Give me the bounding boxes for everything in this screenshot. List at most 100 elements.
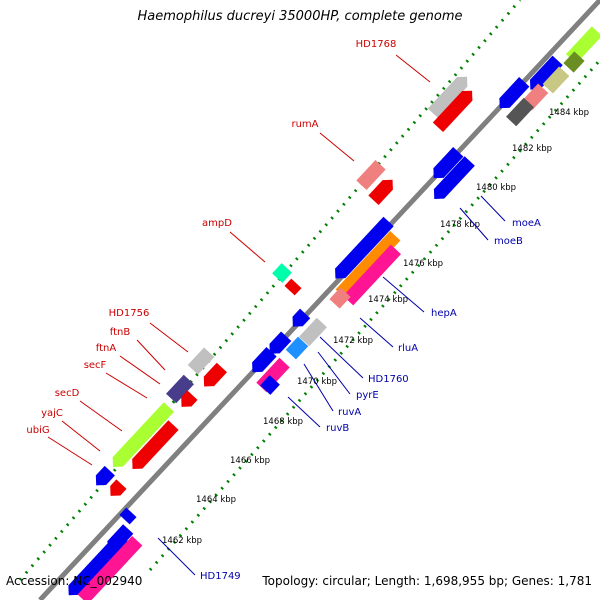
- gene-label-reverse: HD1760: [368, 374, 409, 385]
- tick-label: 1484 kbp: [549, 108, 589, 118]
- feature-hd1760-gray: [299, 317, 327, 347]
- gene-feature-shape: [335, 216, 394, 279]
- feature-hd1749-blue-2: [68, 531, 129, 596]
- feature-moea-blue-1: [499, 77, 530, 109]
- feature-ftna: [181, 390, 198, 407]
- gene-feature-shape: [433, 156, 475, 200]
- feature-hepa-pink: [343, 244, 401, 306]
- gene-feature-shape: [432, 90, 473, 133]
- feature-hd1749-pink: [77, 535, 143, 600]
- feature-moeb-blue-1: [433, 147, 464, 179]
- leader-line-reverse: [287, 396, 321, 428]
- gene-feature-shape: [285, 336, 309, 360]
- gene-label-reverse: ruvB: [326, 423, 349, 434]
- feature-far-blue-1: [530, 55, 563, 90]
- tick-label: 1468 kbp: [263, 417, 303, 427]
- gene-feature-shape: [499, 77, 530, 109]
- leader-line-reverse: [157, 537, 196, 576]
- leader-line-forward: [319, 132, 355, 162]
- gene-label-reverse: rluA: [398, 343, 418, 354]
- gene-feature-shape: [112, 402, 175, 467]
- tick-label: 1470 kbp: [297, 377, 337, 387]
- gene-label-forward: HD1756: [109, 308, 150, 319]
- feature-far-olive-2: [563, 51, 585, 73]
- feature-hepa-blue: [335, 216, 394, 279]
- feature-hd1768-red: [432, 90, 473, 133]
- feature-moea-gray: [506, 97, 534, 127]
- leader-line-forward: [229, 231, 266, 263]
- leader-line-forward: [47, 436, 93, 466]
- gene-label-forward: ftnA: [96, 343, 117, 354]
- gene-labels: HD1768 rumA ampD HD1756 ftnB ftnA secF secD yajC…: [26, 39, 541, 582]
- feature-ruvb-blue-2: [260, 375, 280, 395]
- feature-yajc: [110, 479, 127, 496]
- gene-feature-shape: [335, 230, 401, 300]
- gene-label-reverse: pyrE: [356, 390, 379, 401]
- tick-label: 1476 kbp: [403, 259, 443, 269]
- gene-feature-shape: [110, 479, 127, 496]
- feature-ruva-blue: [269, 331, 292, 354]
- gene-feature-shape: [166, 374, 194, 404]
- gene-feature-shape: [269, 331, 292, 354]
- gene-feature-shape: [299, 317, 327, 347]
- tick-label: 1472 kbp: [333, 336, 373, 346]
- feature-secd: [112, 402, 175, 467]
- feature-moeb-blue-2: [433, 156, 475, 200]
- feature-hd1749-small: [119, 507, 137, 525]
- gene-feature-shape: [356, 159, 386, 191]
- gene-feature-shape: [506, 97, 534, 127]
- gene-feature-shape: [272, 263, 292, 283]
- gene-feature-shape: [433, 147, 464, 179]
- tick-label: 1480 kbp: [476, 183, 516, 193]
- gene-feature-shape: [181, 390, 198, 407]
- leader-line-forward: [119, 355, 161, 385]
- gene-label-forward: HD1768: [356, 39, 397, 50]
- leader-line-reverse: [382, 276, 425, 313]
- leader-line-forward: [105, 372, 148, 399]
- feature-rlua-blue: [292, 308, 311, 327]
- gene-label-forward: secD: [55, 388, 80, 399]
- gene-label-forward: ampD: [202, 218, 232, 229]
- feature-ftnb-indigo: [166, 374, 194, 404]
- leader-line-forward: [79, 400, 123, 432]
- feature-hd1756-gray: [187, 347, 215, 375]
- gene-label-forward: secF: [84, 360, 107, 371]
- gene-feature-shape: [132, 420, 179, 469]
- scale-dot-line-inner: [148, 59, 600, 571]
- feature-ampd: [272, 263, 292, 283]
- gene-feature-shape: [343, 244, 401, 306]
- feature-ampd-red: [284, 278, 302, 296]
- leader-line-reverse: [459, 207, 489, 241]
- gene-label-reverse: ruvA: [338, 407, 361, 418]
- leader-line-forward: [61, 420, 101, 452]
- feature-ruvb-blue-1: [252, 346, 277, 373]
- gene-label-forward: ftnB: [110, 327, 131, 338]
- feature-hepa-orange: [335, 230, 401, 300]
- scale-dot-line-outer: [18, 0, 522, 581]
- kbp-tick-labels: 1462 kbp 1464 kbp 1466 kbp 1468 kbp 1470 kbp…: [162, 108, 589, 546]
- gene-feature-shape: [119, 507, 137, 525]
- gene-feature-shape: [368, 179, 393, 206]
- gene-feature-shape: [203, 362, 227, 387]
- feature-ruma-pink: [356, 159, 386, 191]
- leader-line-forward: [149, 322, 189, 353]
- gene-label-forward: ubiG: [26, 425, 49, 436]
- gene-label-reverse: moeA: [512, 218, 541, 229]
- gene-label-forward: rumA: [291, 119, 318, 130]
- leader-line-reverse: [317, 351, 351, 395]
- gene-feature-shape: [95, 465, 115, 486]
- gene-feature-shape: [530, 55, 563, 90]
- leader-line-reverse: [319, 336, 364, 379]
- tick-label: 1482 kbp: [512, 144, 552, 154]
- leader-line-reverse: [303, 363, 334, 412]
- feature-ftnb-red: [203, 362, 227, 387]
- feature-hd1768-gray: [427, 76, 468, 119]
- gene-feature-shape: [252, 346, 277, 373]
- gene-feature-shape: [260, 375, 280, 395]
- tick-label: 1474 kbp: [368, 295, 408, 305]
- gene-feature-shape: [329, 287, 351, 309]
- leader-line-reverse: [480, 195, 506, 222]
- feature-pyre-cyan: [285, 336, 309, 360]
- feature-ruma-red: [368, 179, 393, 206]
